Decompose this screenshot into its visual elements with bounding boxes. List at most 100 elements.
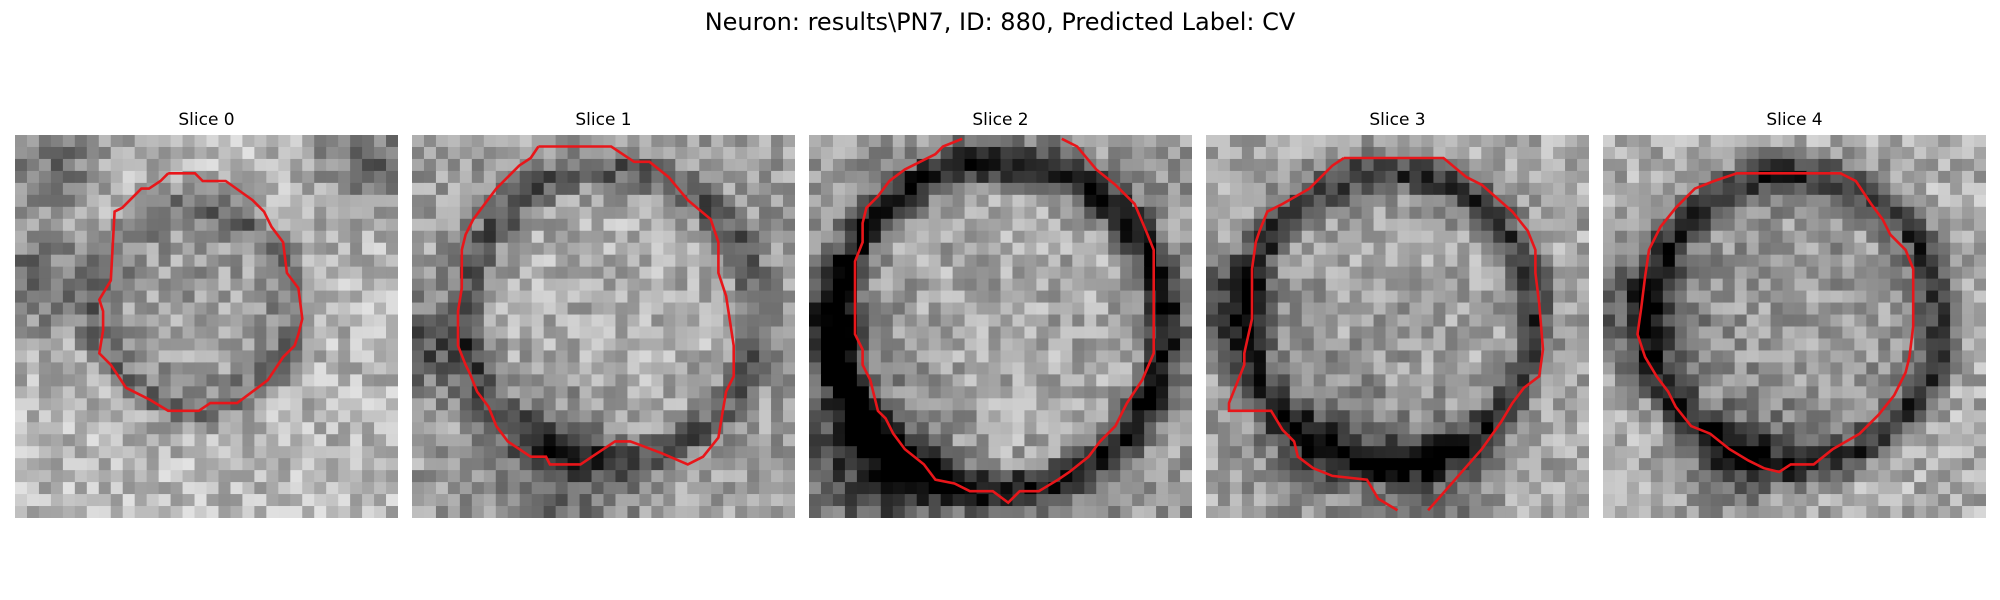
image-pixel (338, 374, 351, 387)
image-pixel (1481, 422, 1494, 435)
image-pixel (1553, 254, 1566, 268)
image-pixel (1698, 218, 1712, 232)
image-pixel (1433, 314, 1446, 327)
image-pixel (916, 482, 930, 495)
image-pixel (615, 302, 628, 316)
image-pixel (1072, 230, 1085, 244)
image-pixel (74, 182, 88, 196)
image-pixel (1806, 386, 1819, 399)
image-pixel (158, 506, 172, 518)
image-pixel (1409, 386, 1422, 399)
image-pixel (1650, 410, 1664, 423)
image-pixel (1553, 135, 1566, 148)
image-pixel (495, 230, 509, 244)
image-pixel (1493, 146, 1506, 160)
image-pixel (182, 422, 196, 435)
image-pixel (783, 254, 795, 268)
image-pixel (639, 254, 652, 268)
image-pixel (302, 398, 315, 411)
image-pixel (651, 326, 664, 339)
image-pixel (290, 374, 303, 387)
image-pixel (134, 242, 148, 256)
image-pixel (1048, 362, 1061, 375)
image-pixel (1265, 350, 1279, 363)
image-pixel (663, 135, 676, 148)
image-pixel (62, 230, 76, 244)
image-pixel (242, 278, 255, 292)
image-pixel (639, 278, 652, 292)
image-pixel (699, 242, 712, 256)
image-pixel (1144, 494, 1157, 507)
image-pixel (531, 482, 545, 495)
image-pixel (495, 242, 509, 256)
image-pixel (1349, 206, 1363, 220)
image-pixel (579, 482, 593, 495)
image-pixel (735, 446, 748, 459)
image-pixel (555, 422, 569, 435)
image-pixel (447, 374, 461, 387)
image-pixel (809, 458, 822, 471)
image-pixel (1565, 434, 1578, 447)
image-pixel (1060, 146, 1073, 160)
image-pixel (326, 350, 339, 363)
image-pixel (206, 470, 219, 483)
image-pixel (615, 326, 628, 339)
image-pixel (412, 266, 425, 280)
image-pixel (1421, 338, 1434, 351)
image-pixel (1108, 302, 1121, 316)
image-pixel (771, 398, 784, 411)
image-pixel (1156, 482, 1169, 495)
image-pixel (892, 135, 906, 148)
image-pixel (771, 326, 784, 339)
image-pixel (880, 194, 894, 208)
image-pixel (495, 386, 509, 399)
image-pixel (326, 374, 339, 387)
image-pixel (266, 482, 279, 495)
image-pixel (543, 362, 557, 375)
image-pixel (459, 170, 473, 184)
image-pixel (266, 146, 279, 160)
image-pixel (74, 158, 88, 172)
image-pixel (1409, 278, 1422, 292)
image-pixel (1710, 242, 1724, 256)
image-pixel (809, 470, 822, 483)
image-pixel (1156, 410, 1169, 423)
image-pixel (1241, 170, 1255, 184)
image-pixel (1565, 326, 1578, 339)
image-pixel (350, 482, 363, 495)
image-pixel (1265, 470, 1279, 483)
image-pixel (1577, 242, 1589, 256)
image-pixel (1938, 266, 1951, 280)
image-pixel (412, 278, 425, 292)
image-pixel (1229, 302, 1243, 316)
image-pixel (459, 434, 473, 447)
image-pixel (1493, 374, 1506, 387)
image-pixel (579, 374, 593, 387)
image-pixel (350, 194, 363, 208)
image-pixel (507, 254, 521, 268)
image-pixel (1710, 254, 1724, 268)
image-pixel (1012, 422, 1025, 435)
image-pixel (242, 266, 255, 280)
image-pixel (1445, 494, 1458, 507)
image-pixel (543, 290, 557, 304)
image-pixel (1457, 242, 1470, 256)
image-pixel (1012, 290, 1025, 304)
image-pixel (1048, 194, 1061, 208)
image-pixel (326, 242, 339, 256)
image-pixel (1505, 290, 1518, 304)
image-pixel (1878, 135, 1891, 148)
image-pixel (230, 302, 243, 316)
image-pixel (940, 422, 954, 435)
image-pixel (627, 362, 640, 375)
image-pixel (1277, 230, 1291, 244)
image-pixel (771, 314, 784, 327)
image-pixel (940, 242, 954, 256)
image-pixel (1938, 182, 1951, 196)
image-pixel (278, 135, 291, 148)
image-pixel (206, 230, 219, 244)
image-pixel (1614, 278, 1628, 292)
image-pixel (1650, 386, 1664, 399)
image-pixel (374, 362, 387, 375)
image-pixel (362, 470, 375, 483)
